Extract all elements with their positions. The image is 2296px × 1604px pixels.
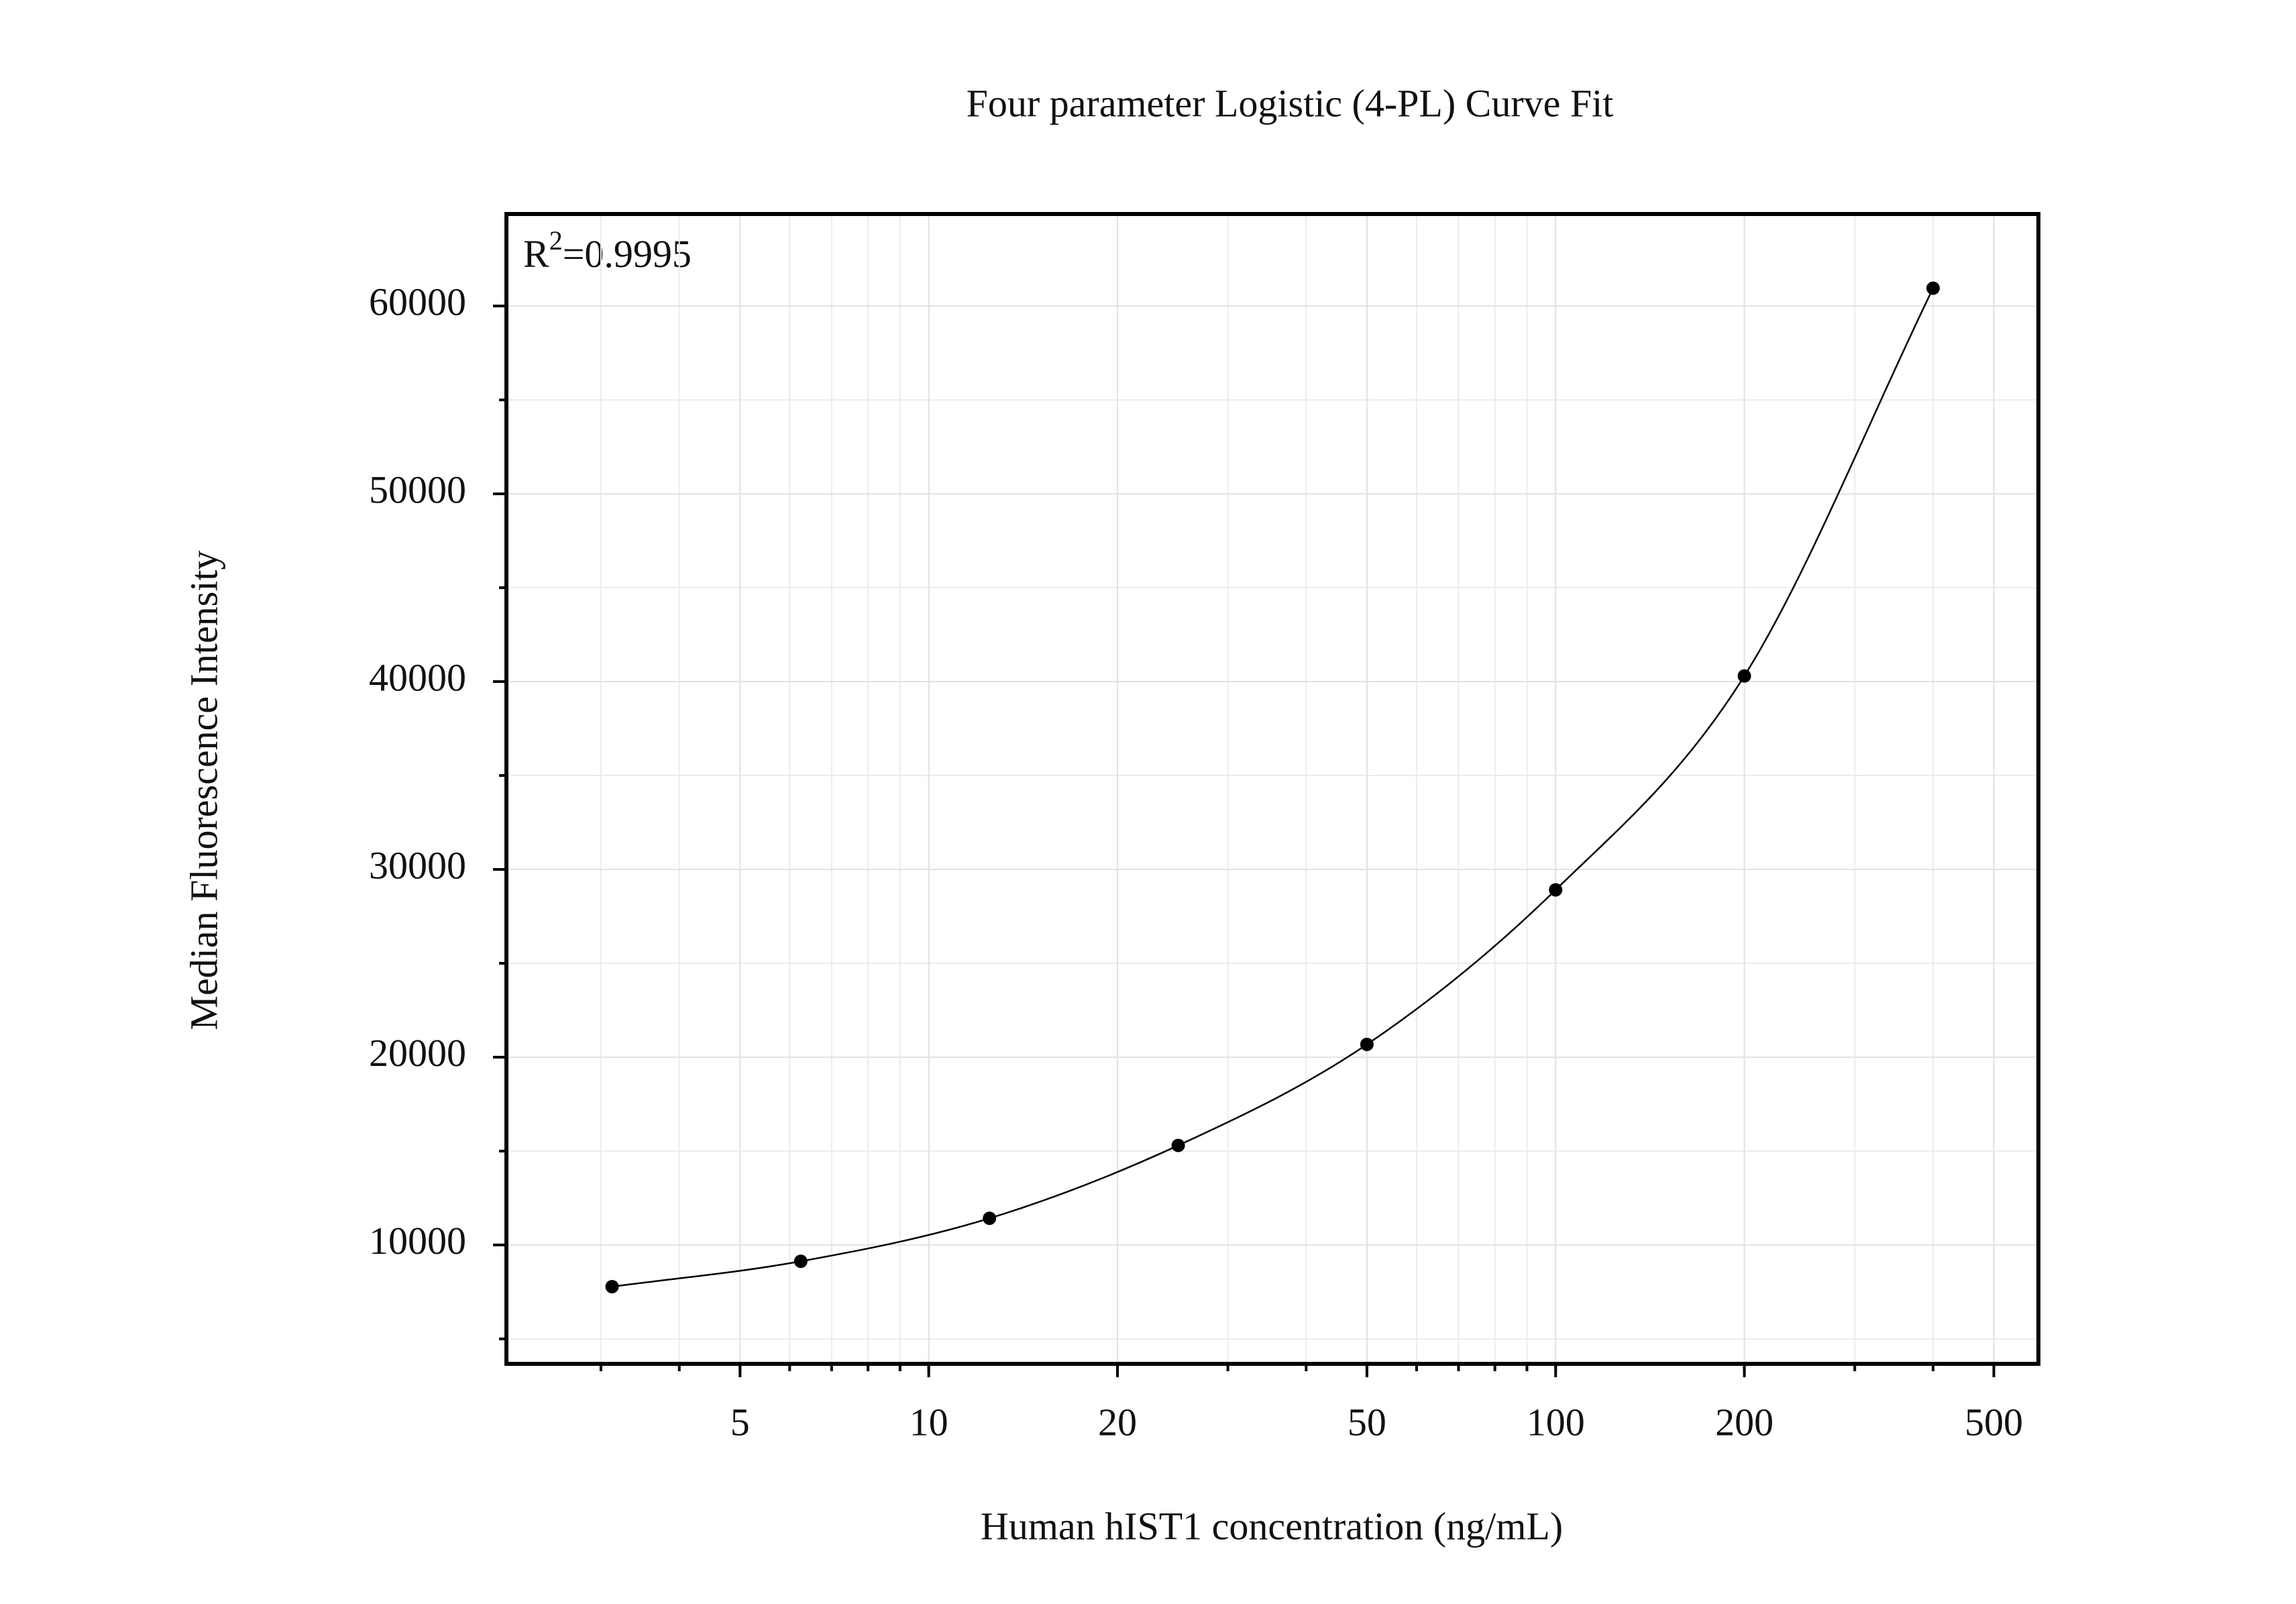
y-tick-label: 30000 [369, 843, 466, 887]
data-point [983, 1212, 997, 1226]
y-tick-label: 50000 [369, 468, 466, 511]
data-point [1549, 883, 1563, 897]
annotation-superscript: 2 [549, 225, 563, 256]
fit-curve [612, 288, 1934, 1288]
y-tick-label: 60000 [369, 280, 466, 323]
x-tick-label: 5 [730, 1400, 750, 1444]
y-axis-label: Median Fluorescence Intensity [182, 550, 225, 1030]
grid [506, 214, 2038, 1364]
plot-frame [504, 212, 2040, 1366]
x-tick-label: 10 [910, 1400, 948, 1444]
x-tick-label: 500 [1965, 1400, 2023, 1444]
x-tick-label: 20 [1098, 1400, 1137, 1444]
chart-title: Four parameter Logistic (4-PL) Curve Fit [967, 81, 1614, 125]
data-point [1737, 669, 1751, 683]
data-point [794, 1254, 808, 1269]
data-point [605, 1279, 619, 1293]
r-squared-annotation: R2=0.9995 [523, 225, 692, 276]
x-tick-label: 100 [1527, 1400, 1585, 1444]
data-point [1360, 1037, 1374, 1051]
annotation-text: =0.9995 [563, 232, 692, 276]
x-tick-label: 200 [1715, 1400, 1773, 1444]
y-tick-label: 40000 [369, 655, 466, 699]
data-point [1171, 1138, 1185, 1153]
x-axis-label: Human hIST1 concentration (ng/mL) [981, 1504, 1563, 1548]
x-tick-label: 50 [1348, 1400, 1386, 1444]
data-point [1926, 281, 1940, 295]
annotation-base: R [523, 232, 549, 276]
y-tick-label: 10000 [369, 1219, 466, 1263]
y-tick-label: 20000 [369, 1031, 466, 1075]
